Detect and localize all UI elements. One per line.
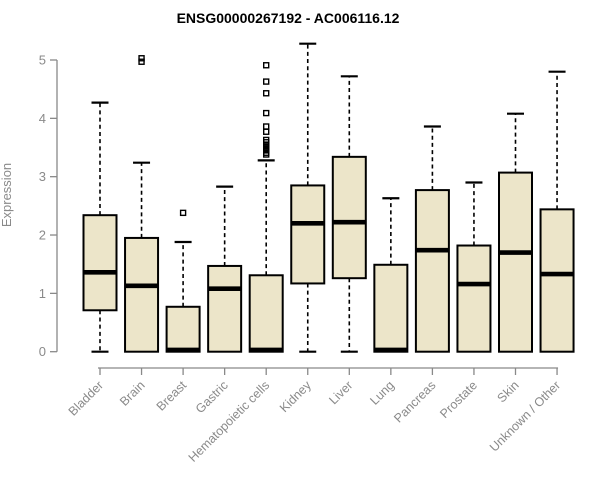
y-axis-title: Expression bbox=[0, 163, 14, 227]
box-group-prostate bbox=[456, 181, 492, 353]
y-tick-label: 2 bbox=[39, 228, 46, 243]
box-group-breast bbox=[165, 209, 201, 353]
outlier-point bbox=[263, 90, 270, 97]
outlier-point bbox=[138, 55, 145, 62]
outlier-point bbox=[263, 123, 270, 130]
x-tick-label-pancreas: Pancreas bbox=[391, 378, 438, 425]
chart-title: ENSG00000267192 - AC006116.12 bbox=[177, 10, 400, 26]
box-group-kidney bbox=[290, 42, 326, 353]
box-group-unknown-other bbox=[539, 70, 575, 353]
y-tick-label: 0 bbox=[39, 344, 46, 359]
iqr-box bbox=[207, 264, 243, 353]
y-tick-label: 5 bbox=[39, 53, 46, 68]
iqr-box bbox=[414, 189, 450, 353]
x-tick-label-gastric: Gastric bbox=[193, 378, 231, 416]
iqr-box bbox=[82, 214, 118, 312]
iqr-box bbox=[165, 305, 201, 353]
box-group-brain bbox=[124, 55, 160, 353]
iqr-box bbox=[456, 244, 492, 353]
box-group-skin bbox=[498, 112, 533, 353]
outlier-point bbox=[263, 62, 270, 69]
boxes-layer bbox=[82, 42, 575, 353]
x-tick-label-bladder: Bladder bbox=[66, 378, 106, 418]
outlier-point bbox=[138, 58, 145, 65]
box-group-pancreas bbox=[414, 125, 450, 353]
outlier-point bbox=[179, 209, 187, 217]
y-tick-label: 4 bbox=[39, 111, 46, 126]
y-tick-label: 3 bbox=[39, 169, 46, 184]
outlier-point bbox=[263, 109, 270, 117]
iqr-box bbox=[290, 184, 326, 285]
outlier-point bbox=[263, 136, 270, 144]
box-group-lung bbox=[373, 197, 409, 353]
x-tick-label-liver: Liver bbox=[326, 378, 355, 407]
iqr-box bbox=[124, 236, 160, 353]
x-tick-label-skin: Skin bbox=[495, 378, 522, 405]
x-tick-label-kidney: Kidney bbox=[277, 378, 314, 415]
box-group-hematopoietic-cells bbox=[248, 62, 284, 353]
outlier-point bbox=[263, 78, 270, 85]
x-tick-label-prostate: Prostate bbox=[437, 378, 480, 421]
iqr-box bbox=[331, 155, 367, 280]
box-group-bladder bbox=[82, 101, 118, 353]
box-group-gastric bbox=[207, 185, 243, 353]
y-tick-label: 1 bbox=[39, 286, 46, 301]
x-tick-label-hematopoietic-cells: Hematopoietic cells bbox=[186, 378, 273, 465]
x-tick-label-unknown-other: Unknown / Other bbox=[487, 378, 563, 454]
iqr-box bbox=[498, 171, 533, 353]
box-group-liver bbox=[331, 75, 367, 353]
iqr-box bbox=[248, 274, 284, 353]
outlier-point bbox=[263, 128, 270, 135]
x-tick-label-brain: Brain bbox=[117, 378, 148, 409]
x-tick-label-breast: Breast bbox=[154, 378, 190, 414]
iqr-box bbox=[539, 208, 575, 353]
x-tick-label-lung: Lung bbox=[367, 378, 397, 408]
iqr-box bbox=[373, 263, 409, 353]
